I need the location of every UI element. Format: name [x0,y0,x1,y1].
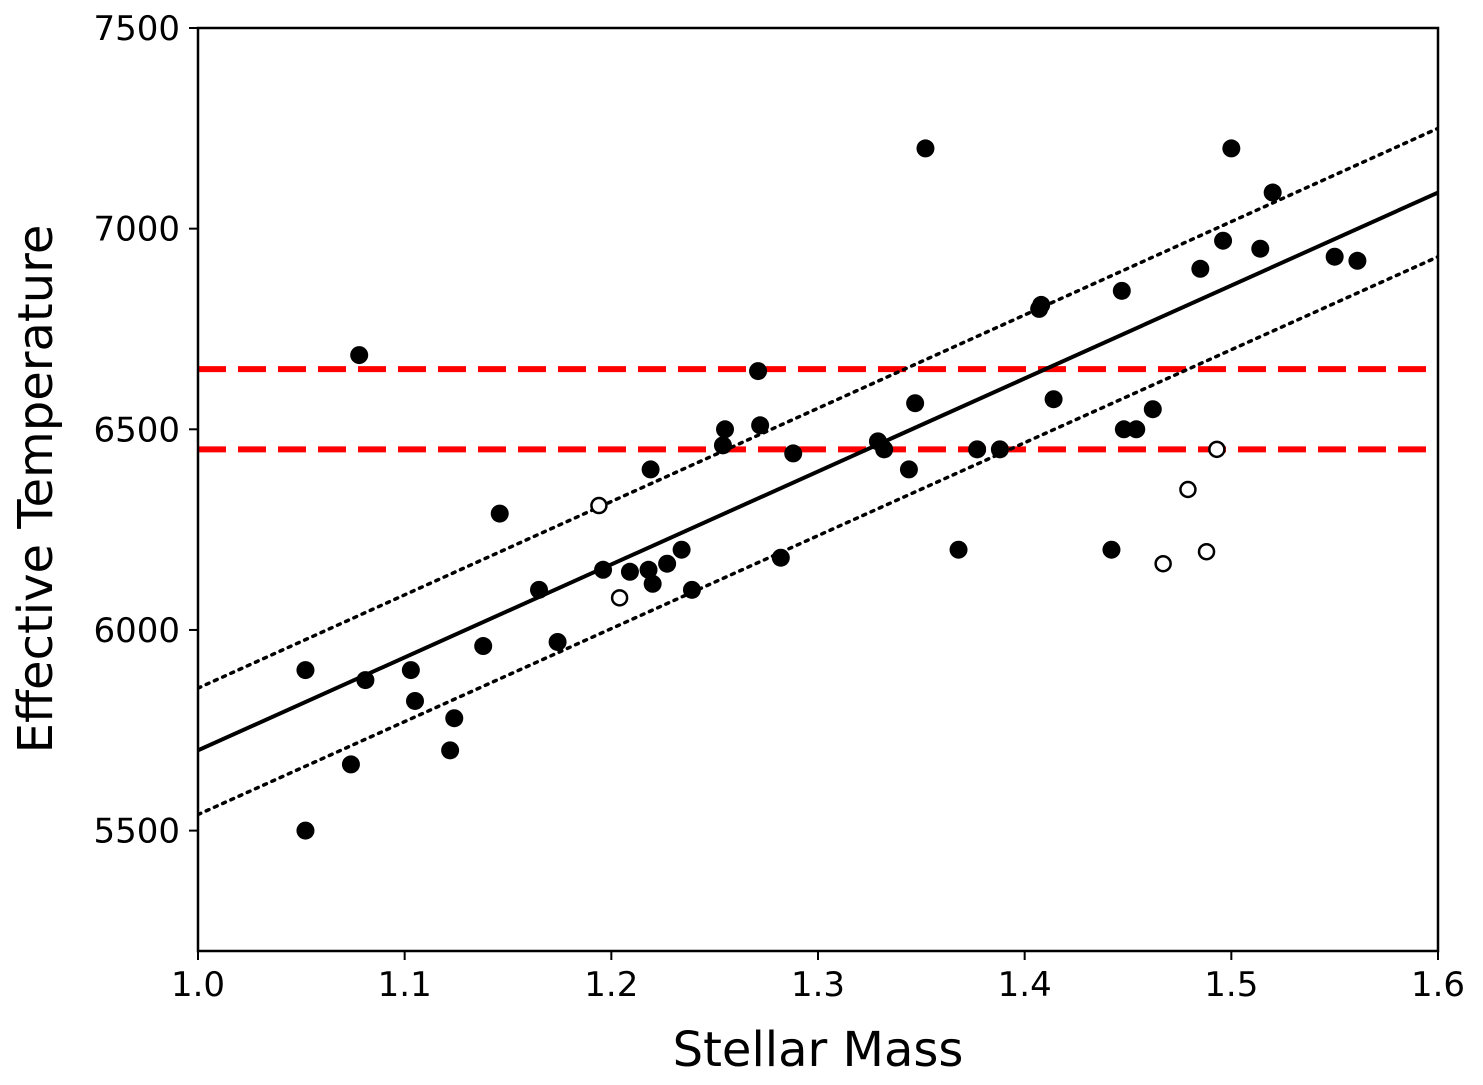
data-point-filled [406,691,424,710]
data-point-filled [641,460,660,479]
data-point-filled [490,504,509,523]
x-axis-title: Stellar Mass [673,1022,964,1078]
data-point-filled [643,574,662,593]
data-point-filled [771,548,790,567]
x-tick-label: 1.0 [171,965,225,1005]
x-tick-label: 1.2 [584,965,638,1005]
data-point-filled [594,560,613,579]
plot-frame [196,26,1440,953]
data-point-filled [1114,420,1133,439]
x-tick-label: 1.5 [1204,965,1258,1005]
data-point-open [590,496,608,515]
y-tick-label: 6000 [93,611,180,651]
upper-band-line [198,126,1438,690]
data-point-filled [341,755,360,774]
data-point-filled [1032,295,1051,314]
data-point-filled [1102,540,1121,559]
data-point-filled [296,821,315,840]
data-point-filled [296,661,315,680]
data-point-filled [949,540,968,559]
data-point-filled [1214,231,1233,250]
data-points-layer [296,139,1367,840]
y-tick-label: 7000 [93,210,180,250]
data-point-filled [749,362,768,381]
data-point-filled [401,661,420,680]
data-point-open [610,589,629,607]
data-point-filled [1044,390,1063,409]
data-point-open [1208,440,1226,459]
data-point-filled [968,440,987,459]
data-point-filled [445,709,464,728]
data-point-filled [356,671,375,690]
data-point-filled [784,444,803,463]
reference-lines-layer [198,366,1438,453]
data-point-filled [1222,139,1241,158]
data-point-filled [1251,239,1270,258]
data-point-filled [441,741,460,760]
data-point-filled [916,139,935,158]
data-point-filled [639,560,658,579]
data-point-filled [1325,247,1344,266]
x-axis: 1.0 1.1 1.2 1.3 1.4 1.5 1.6 [171,951,1465,1005]
data-point-open [1154,554,1172,573]
data-point-filled [1263,183,1282,202]
x-tick-label: 1.3 [791,965,845,1005]
data-point-filled [751,416,770,435]
data-point-filled [1348,251,1367,270]
data-point-filled [899,460,918,479]
data-point-filled [620,562,639,581]
y-axis: 5500 6000 6500 7000 7500 [93,9,198,852]
fit-lines-layer [198,126,1438,817]
data-point-open [1179,480,1197,499]
data-point-filled [530,580,548,599]
data-point-filled [658,554,677,573]
data-point-filled [474,637,493,656]
x-tick-label: 1.6 [1411,965,1465,1005]
data-point-filled [1191,259,1210,278]
y-axis-title: Effective Temperature [8,225,64,754]
data-point-filled [906,394,925,413]
data-point-filled [682,580,701,599]
data-point-filled [713,436,732,455]
data-point-filled [1127,420,1146,439]
y-tick-label: 6500 [93,410,180,450]
data-point-filled [350,346,369,365]
y-tick-label: 5500 [93,812,180,852]
data-point-filled [1112,281,1131,300]
fit-line [198,190,1438,753]
x-tick-label: 1.1 [378,965,432,1005]
lower-band-line [198,254,1438,817]
data-point-filled [875,440,894,459]
data-point-filled [548,632,567,651]
data-point-open [1197,542,1216,561]
x-tick-label: 1.4 [998,965,1052,1005]
data-point-filled [716,420,734,439]
y-tick-label: 7500 [93,9,180,49]
data-point-filled [672,540,691,559]
data-point-filled [990,440,1009,459]
data-point-filled [1143,400,1162,419]
